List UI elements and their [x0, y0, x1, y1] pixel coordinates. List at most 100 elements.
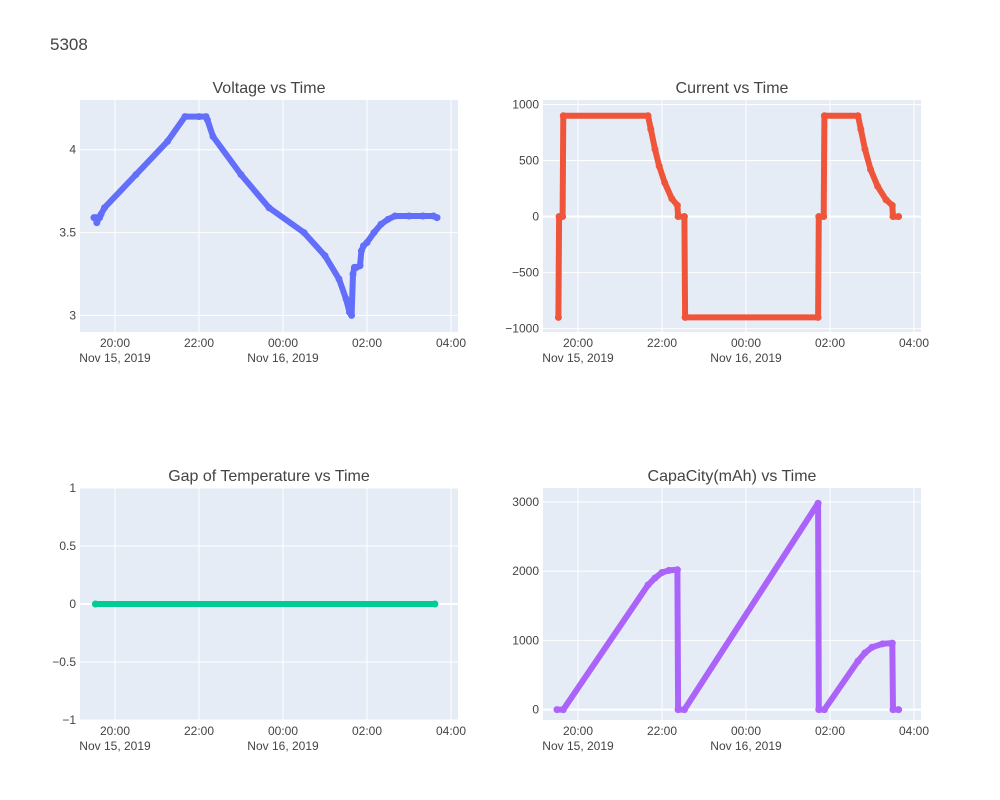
x-tick-label: 20:00: [563, 724, 593, 738]
data-point: [335, 275, 343, 283]
data-point: [559, 112, 567, 120]
data-point: [888, 201, 896, 209]
data-point: [431, 600, 439, 608]
y-tick-label: 3: [69, 308, 76, 322]
x-tick-label: 04:00: [899, 336, 929, 350]
y-tick-label: 0.5: [59, 539, 76, 553]
data-point: [559, 213, 567, 221]
data-point: [203, 116, 211, 124]
data-point: [433, 214, 441, 222]
data-point: [882, 196, 890, 204]
x-tick-label: 22:00: [184, 336, 214, 350]
y-tick-label: 1000: [512, 633, 539, 647]
data-point: [209, 132, 217, 140]
data-point: [673, 201, 681, 209]
data-point: [889, 706, 897, 714]
data-point: [644, 581, 652, 589]
data-point: [342, 295, 350, 303]
x-date-label: Nov 15, 2019: [79, 739, 151, 753]
data-point: [661, 179, 669, 187]
data-point: [164, 137, 171, 145]
data-point: [321, 252, 329, 260]
subplot-title: Current vs Time: [676, 80, 789, 97]
data-point: [867, 165, 875, 173]
data-point: [857, 125, 865, 133]
x-tick-label: 20:00: [100, 336, 130, 350]
data-point: [814, 499, 822, 507]
data-point: [868, 643, 876, 651]
y-tick-label: 2000: [512, 564, 539, 578]
data-point: [237, 171, 245, 179]
x-tick-label: 02:00: [352, 336, 382, 350]
x-date-label: Nov 16, 2019: [710, 351, 782, 365]
y-tick-label: 0: [69, 597, 76, 611]
y-tick-label: −1000: [505, 322, 539, 336]
figure-title: 5308: [50, 35, 88, 54]
data-point: [658, 568, 666, 576]
plot-area: [543, 488, 921, 720]
data-point: [680, 213, 688, 221]
data-point: [97, 210, 105, 218]
data-point: [553, 706, 561, 714]
data-point: [680, 706, 688, 714]
x-tick-label: 02:00: [815, 336, 845, 350]
data-point: [879, 640, 886, 648]
data-point: [674, 706, 682, 714]
x-tick-label: 04:00: [436, 336, 466, 350]
data-point: [356, 262, 364, 270]
x-tick-label: 00:00: [731, 336, 761, 350]
y-tick-label: 0: [532, 210, 539, 224]
data-point: [651, 145, 659, 153]
data-point: [674, 213, 682, 221]
data-point: [861, 649, 869, 657]
x-date-label: Nov 16, 2019: [247, 739, 319, 753]
subplot-title: Voltage vs Time: [213, 80, 326, 97]
data-point: [363, 239, 371, 247]
data-point: [820, 112, 828, 120]
data-point: [265, 204, 273, 212]
data-point: [820, 706, 828, 714]
y-tick-label: 3.5: [59, 226, 76, 240]
data-point: [377, 220, 385, 228]
y-tick-label: 3000: [512, 495, 539, 509]
x-date-label: Nov 16, 2019: [710, 739, 782, 753]
data-point: [554, 313, 562, 321]
data-point: [665, 566, 673, 574]
data-point: [300, 229, 308, 237]
data-point: [348, 311, 356, 319]
data-point: [861, 145, 869, 153]
data-point: [391, 212, 399, 220]
data-point: [814, 313, 822, 321]
data-point: [384, 215, 392, 223]
x-date-label: Nov 15, 2019: [542, 351, 614, 365]
data-point: [815, 706, 823, 714]
x-tick-label: 20:00: [100, 724, 130, 738]
y-tick-label: −1: [62, 713, 76, 727]
x-tick-label: 20:00: [563, 336, 593, 350]
data-point: [854, 657, 862, 665]
x-tick-label: 02:00: [815, 724, 845, 738]
x-tick-label: 04:00: [436, 724, 466, 738]
data-point: [181, 113, 189, 121]
data-point: [647, 125, 655, 133]
y-tick-label: 1: [69, 481, 76, 495]
data-point: [874, 182, 882, 190]
x-date-label: Nov 15, 2019: [542, 739, 614, 753]
data-point: [668, 195, 676, 203]
data-point: [815, 213, 823, 221]
data-point: [132, 171, 140, 179]
data-point: [673, 566, 681, 574]
data-point: [889, 213, 897, 221]
data-point: [559, 706, 567, 714]
y-tick-label: 0: [532, 703, 539, 717]
data-point: [91, 600, 99, 608]
y-tick-label: 500: [519, 154, 539, 168]
data-point: [655, 162, 663, 170]
data-point: [895, 213, 903, 221]
data-point: [195, 113, 203, 121]
y-tick-label: 4: [69, 143, 76, 157]
